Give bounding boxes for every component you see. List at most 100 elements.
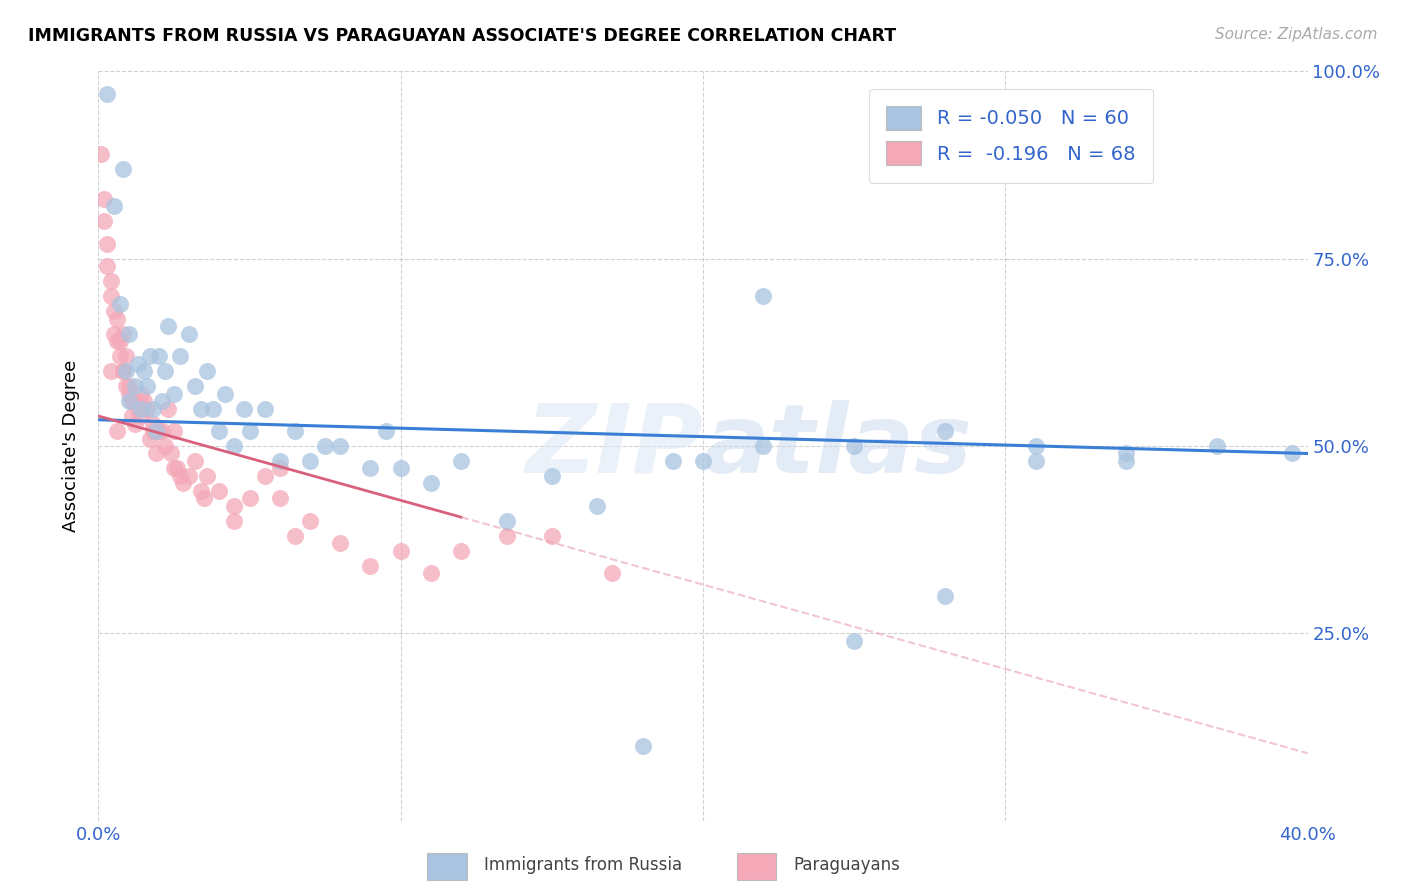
Legend: R = -0.050   N = 60, R =  -0.196   N = 68: R = -0.050 N = 60, R = -0.196 N = 68 [869,88,1153,183]
Point [495,529,517,543]
Point [103,199,125,213]
Point [269,491,291,506]
Text: Immigrants from Russia: Immigrants from Russia [484,856,682,874]
Point [111,364,134,378]
Point [934,589,956,603]
Point [179,326,201,341]
Text: ZIP: ZIP [524,400,703,492]
Point [96,259,118,273]
Point [142,424,165,438]
Point [114,379,136,393]
Point [269,461,291,475]
Point [214,386,236,401]
Point [121,394,143,409]
Point [153,364,176,378]
Point [195,364,218,378]
Point [121,394,143,409]
Point [127,357,149,371]
Point [160,446,183,460]
Point [108,334,131,348]
Point [129,386,152,401]
Point [934,424,956,438]
Point [132,394,155,409]
Point [299,454,322,468]
Point [90,146,112,161]
Point [148,424,170,438]
Point [103,304,125,318]
Point [145,424,167,438]
Point [139,432,162,446]
Point [374,424,396,438]
Point [190,401,212,416]
Point [329,439,352,453]
Point [284,529,307,543]
Point [195,469,218,483]
Point [1115,454,1137,468]
Point [124,417,146,431]
Point [844,439,866,453]
Point [129,409,152,423]
Point [540,529,562,543]
Point [450,454,472,468]
Point [420,476,443,491]
Point [100,364,122,378]
Point [150,424,173,438]
Point [190,483,212,498]
Point [253,401,276,416]
Point [1024,439,1046,453]
Point [163,386,186,401]
Point [329,536,352,550]
Point [111,364,134,378]
Text: Paraguayans: Paraguayans [793,856,900,874]
Point [163,461,186,475]
Point [108,349,131,363]
Point [142,401,165,416]
Point [208,483,231,498]
Point [239,424,262,438]
Point [93,192,115,206]
Point [184,454,207,468]
Point [118,394,141,409]
Point [124,379,146,393]
Point [172,476,194,491]
Point [163,424,186,438]
Point [124,394,146,409]
Point [111,326,134,341]
Point [224,439,246,453]
Point [114,364,136,378]
Point [118,379,141,393]
Point [129,401,152,416]
FancyBboxPatch shape [737,853,776,880]
Point [1024,454,1046,468]
Point [232,401,254,416]
Point [389,544,412,558]
Point [142,417,165,431]
Point [93,214,115,228]
Point [586,499,609,513]
Point [224,499,246,513]
Point [602,566,624,581]
Point [153,439,176,453]
Point [108,296,131,310]
Point [450,544,472,558]
Point [631,739,654,753]
Point [692,454,714,468]
Point [111,161,134,176]
Y-axis label: Associate's Degree: Associate's Degree [62,359,80,533]
Point [752,439,775,453]
Text: atlas: atlas [703,400,972,492]
Point [1206,439,1229,453]
Point [184,379,207,393]
Text: IMMIGRANTS FROM RUSSIA VS PARAGUAYAN ASSOCIATE'S DEGREE CORRELATION CHART: IMMIGRANTS FROM RUSSIA VS PARAGUAYAN ASS… [28,27,896,45]
Point [202,401,225,416]
Point [145,446,167,460]
Point [156,401,179,416]
Point [1115,446,1137,460]
Point [156,319,179,334]
Point [105,334,128,348]
Point [118,386,141,401]
Point [284,424,307,438]
Point [100,289,122,303]
Point [166,461,188,475]
Point [100,274,122,288]
